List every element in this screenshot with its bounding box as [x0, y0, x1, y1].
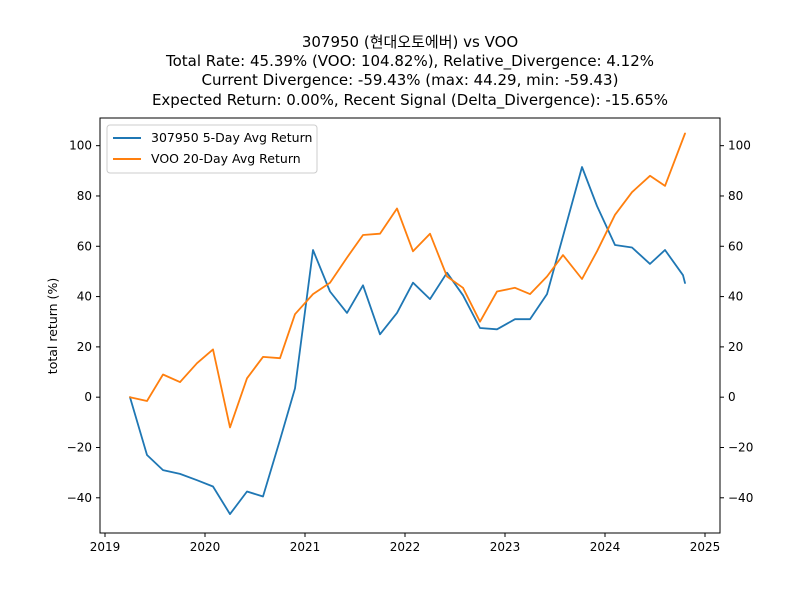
- x-tick-label: 2020: [190, 540, 221, 554]
- y-tick-label-right: 100: [728, 139, 751, 153]
- title-line-4: Expected Return: 0.00%, Recent Signal (D…: [152, 91, 668, 110]
- y-tick-label-right: 20: [728, 340, 743, 354]
- x-tick-label: 2023: [490, 540, 521, 554]
- x-tick-label: 2022: [390, 540, 421, 554]
- y-tick-label-left: 80: [77, 189, 92, 203]
- x-tick-label: 2025: [690, 540, 721, 554]
- y-tick-label-left: 100: [69, 139, 92, 153]
- y-tick-label-right: −40: [728, 491, 753, 505]
- y-tick-label-right: 60: [728, 239, 743, 253]
- title-line-2: Total Rate: 45.39% (VOO: 104.82%), Relat…: [165, 52, 654, 71]
- chart-title: 307950 (현대오토에버) vs VOO Total Rate: 45.39…: [152, 33, 668, 110]
- x-tick-label: 2021: [290, 540, 321, 554]
- y-tick-label-left: 20: [77, 340, 92, 354]
- series-layer: [129, 132, 686, 515]
- y-tick-label-right: 80: [728, 189, 743, 203]
- y-tick-label-left: −40: [67, 491, 92, 505]
- axis-ticks: 2019 2020 2021 2022 2023 2024 2025−40 −40−20 −20…: [67, 139, 754, 554]
- series-line-voo: [129, 132, 686, 429]
- series-line-307950: [129, 166, 686, 515]
- legend-box: [106, 124, 318, 174]
- y-tick-label-right: 0: [728, 390, 736, 404]
- legend: 307950 5-Day Avg Return VOO 20-Day Avg R…: [106, 124, 318, 174]
- y-tick-label-left: 40: [77, 290, 92, 304]
- legend-label-307950: 307950 5-Day Avg Return: [151, 130, 312, 145]
- y-tick-label-right: 40: [728, 290, 743, 304]
- y-tick-label-left: 0: [84, 390, 92, 404]
- x-tick-label: 2024: [590, 540, 621, 554]
- y-tick-label-left: −20: [67, 440, 92, 454]
- title-line-3: Current Divergence: -59.43% (max: 44.29,…: [202, 71, 619, 89]
- plot-area-frame: [99, 117, 721, 534]
- title-line-1: 307950 (현대오토에버) vs VOO: [302, 33, 518, 51]
- legend-label-voo: VOO 20-Day Avg Return: [151, 151, 301, 166]
- x-tick-label: 2019: [90, 540, 121, 554]
- y-tick-label-right: −20: [728, 440, 753, 454]
- y-tick-label-left: 60: [77, 239, 92, 253]
- y-axis-label: total return (%): [45, 278, 60, 374]
